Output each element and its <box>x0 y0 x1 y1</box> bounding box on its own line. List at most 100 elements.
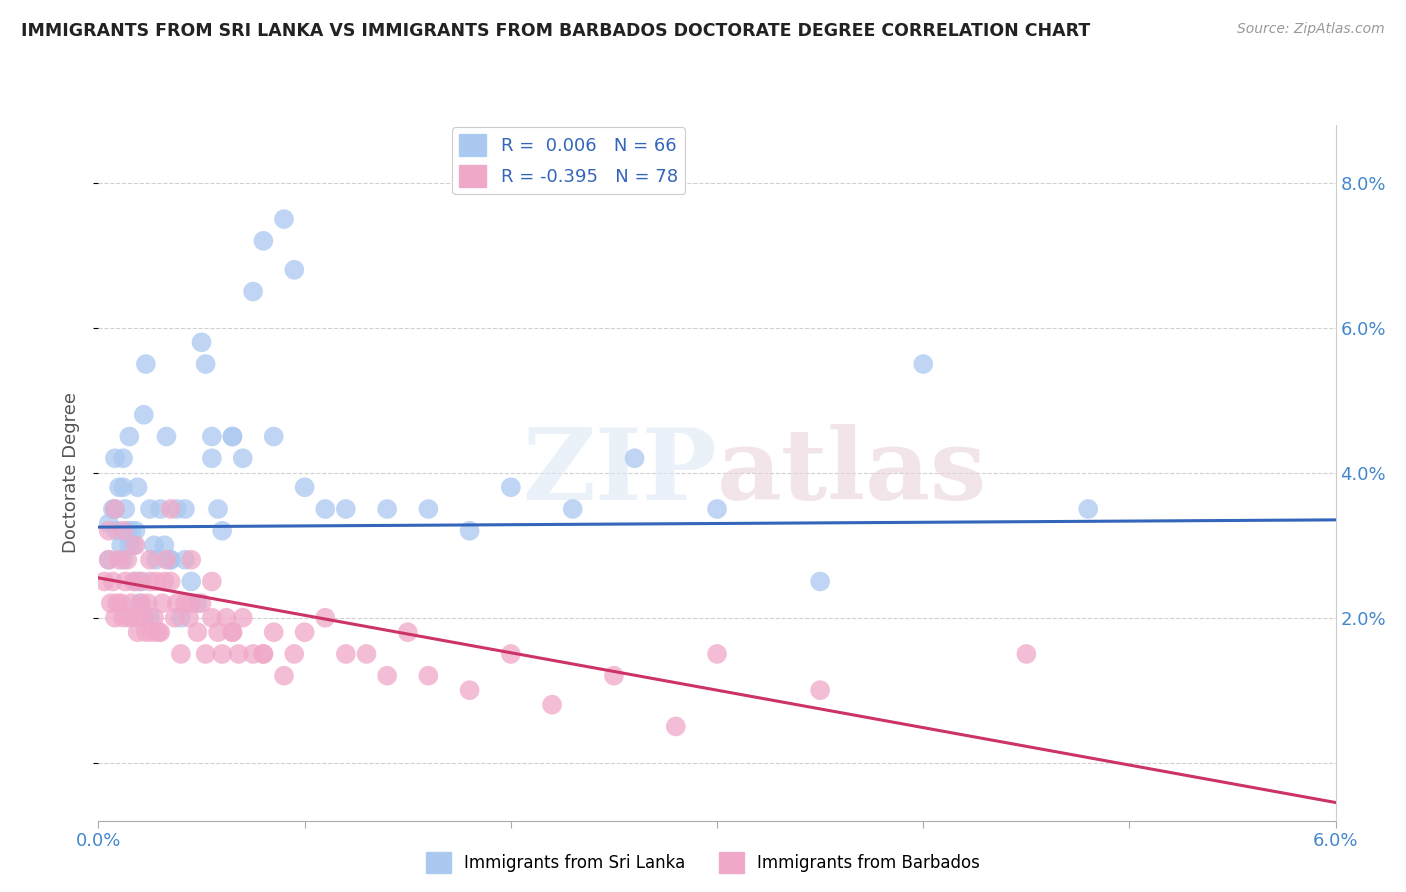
Point <box>97 516 120 531</box>
Point <box>135 625 157 640</box>
Point <box>186 596 208 610</box>
Point <box>252 234 274 248</box>
Point <box>127 480 149 494</box>
Point <box>201 611 224 625</box>
Point <box>180 596 202 610</box>
Point <box>136 596 159 610</box>
Point <box>499 480 522 494</box>
Point <box>458 524 481 538</box>
Point <box>603 669 626 683</box>
Legend: R =  0.006   N = 66, R = -0.395   N = 78: R = 0.006 N = 66, R = -0.395 N = 78 <box>453 127 685 194</box>
Point <box>174 502 197 516</box>
Point <box>561 502 583 516</box>
Point <box>706 647 728 661</box>
Point <box>207 502 229 516</box>
Point <box>180 552 202 567</box>
Point <box>150 596 173 610</box>
Point <box>541 698 564 712</box>
Point <box>221 429 243 443</box>
Point <box>1077 502 1099 516</box>
Point <box>131 596 153 610</box>
Point <box>396 625 419 640</box>
Point <box>201 451 224 466</box>
Point <box>155 429 177 443</box>
Point <box>159 574 181 589</box>
Point <box>159 552 181 567</box>
Point <box>105 524 128 538</box>
Point <box>283 647 305 661</box>
Point <box>124 524 146 538</box>
Point <box>179 611 201 625</box>
Point <box>148 625 170 640</box>
Point <box>232 611 254 625</box>
Point <box>228 647 250 661</box>
Point <box>122 574 145 589</box>
Point <box>135 357 157 371</box>
Point <box>458 683 481 698</box>
Point <box>127 625 149 640</box>
Point <box>118 611 141 625</box>
Point <box>97 524 120 538</box>
Point <box>166 596 188 610</box>
Point <box>110 596 132 610</box>
Text: atlas: atlas <box>717 425 987 521</box>
Point <box>131 574 153 589</box>
Point <box>242 285 264 299</box>
Point <box>104 611 127 625</box>
Point <box>120 524 142 538</box>
Point <box>128 596 150 610</box>
Point <box>190 596 212 610</box>
Point <box>314 611 336 625</box>
Point <box>180 574 202 589</box>
Point <box>101 502 124 516</box>
Point <box>117 552 139 567</box>
Point <box>120 596 142 610</box>
Point <box>132 408 155 422</box>
Point <box>139 611 162 625</box>
Text: ZIP: ZIP <box>522 425 717 521</box>
Point <box>211 524 233 538</box>
Point <box>97 552 120 567</box>
Point <box>418 669 440 683</box>
Point <box>499 647 522 661</box>
Point <box>100 596 122 610</box>
Point <box>118 429 141 443</box>
Point <box>335 647 357 661</box>
Point <box>155 552 177 567</box>
Point <box>166 502 188 516</box>
Point <box>232 451 254 466</box>
Point <box>124 538 146 552</box>
Point <box>665 719 688 733</box>
Point <box>141 625 163 640</box>
Point <box>124 574 146 589</box>
Point <box>112 552 135 567</box>
Point <box>808 683 831 698</box>
Point <box>201 429 224 443</box>
Point <box>194 357 217 371</box>
Point <box>117 524 139 538</box>
Point <box>101 574 124 589</box>
Point <box>314 502 336 516</box>
Point <box>153 574 176 589</box>
Point <box>170 611 193 625</box>
Point <box>207 625 229 640</box>
Point <box>139 502 162 516</box>
Point <box>194 647 217 661</box>
Point <box>190 335 212 350</box>
Point <box>263 625 285 640</box>
Point <box>139 574 162 589</box>
Point <box>159 552 181 567</box>
Point <box>252 647 274 661</box>
Point <box>375 502 398 516</box>
Point <box>143 611 166 625</box>
Point <box>201 574 224 589</box>
Point <box>623 451 645 466</box>
Point <box>242 647 264 661</box>
Point <box>356 647 378 661</box>
Point <box>706 502 728 516</box>
Text: Source: ZipAtlas.com: Source: ZipAtlas.com <box>1237 22 1385 37</box>
Point <box>163 611 186 625</box>
Point <box>112 611 135 625</box>
Point <box>145 552 167 567</box>
Point <box>122 538 145 552</box>
